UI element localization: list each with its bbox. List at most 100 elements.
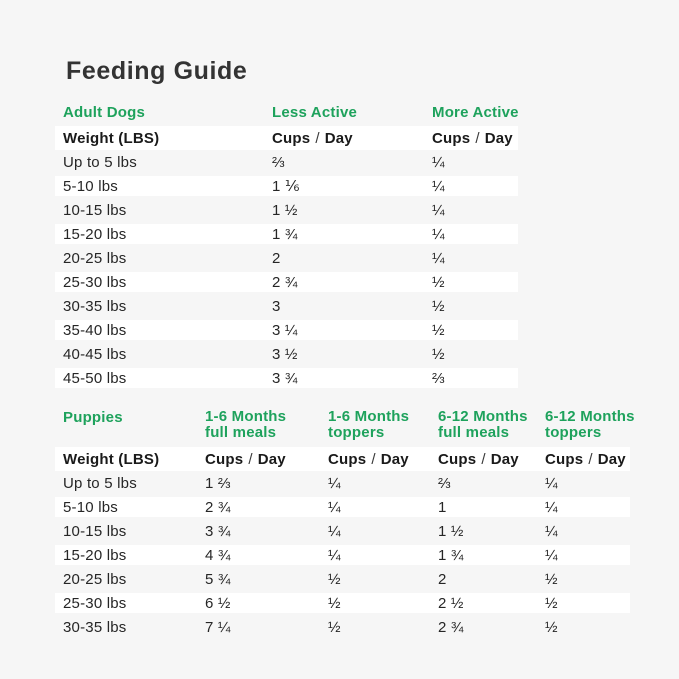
value-cell: ½ xyxy=(545,594,558,612)
table-row: Up to 5 lbs ⅔ ¼ xyxy=(55,150,518,174)
less-active-cell: 3 xyxy=(272,297,281,315)
table-row: 15-20 lbs 4 ¾ ¼ 1 ¾ ¼ xyxy=(55,543,630,567)
adult-column-more-active: More Active xyxy=(432,104,519,121)
weight-cell: 20-25 lbs xyxy=(63,570,127,588)
cups-label: Cups xyxy=(438,450,477,468)
weight-cell: 40-45 lbs xyxy=(63,345,127,363)
table-row: 45-50 lbs 3 ¾ ⅔ xyxy=(55,366,518,390)
slash-label: / xyxy=(371,450,376,468)
cups-label: Cups xyxy=(432,129,471,147)
adult-column-less-active: Less Active xyxy=(272,104,358,121)
value-cell: 7 ¼ xyxy=(205,618,231,636)
less-active-cell: 1 ½ xyxy=(272,201,298,219)
table-row: 25-30 lbs 6 ½ ½ 2 ½ ½ xyxy=(55,591,630,615)
puppies-section-label: Puppies xyxy=(63,409,123,426)
weight-cell: 25-30 lbs xyxy=(63,594,127,612)
less-active-cell: ⅔ xyxy=(272,153,285,171)
weight-cell: 45-50 lbs xyxy=(63,369,127,387)
weight-cell: 5-10 lbs xyxy=(63,177,118,195)
weight-cell: 10-15 lbs xyxy=(63,201,127,219)
more-active-cell: ½ xyxy=(432,345,445,363)
weight-header: Weight (LBS) xyxy=(63,129,160,147)
cups-label: Cups xyxy=(205,450,244,468)
more-active-cell: ⅔ xyxy=(432,369,445,387)
value-cell: 1 ½ xyxy=(438,522,464,540)
weight-cell: 20-25 lbs xyxy=(63,249,127,267)
value-cell: ⅔ xyxy=(438,474,451,492)
column-line1: 1-6 Months xyxy=(205,408,287,425)
puppies-section-header: Puppies 1-6 Months full meals 1-6 Months… xyxy=(55,408,635,441)
more-active-cell: ¼ xyxy=(432,249,445,267)
adult-dogs-section: Adult Dogs Less Active More Active Weigh… xyxy=(0,104,679,390)
table-row: 40-45 lbs 3 ½ ½ xyxy=(55,342,518,366)
less-active-cell: 2 ¾ xyxy=(272,273,298,291)
cups-label: Cups xyxy=(328,450,367,468)
less-active-cell: 3 ¾ xyxy=(272,369,298,387)
value-cell: 5 ¾ xyxy=(205,570,231,588)
day-label: Day xyxy=(257,450,286,468)
value-cell: ¼ xyxy=(545,474,558,492)
table-row: Up to 5 lbs 1 ⅔ ¼ ⅔ ¼ xyxy=(55,471,630,495)
value-cell: ½ xyxy=(328,618,341,636)
less-active-cell: 1 ⅙ xyxy=(272,178,300,195)
value-cell: 6 ½ xyxy=(205,594,231,612)
table-row: 5-10 lbs 1 ⅙ ¼ xyxy=(55,174,518,198)
slash-label: / xyxy=(475,129,480,147)
value-cell: 1 xyxy=(438,498,447,516)
value-cell: ½ xyxy=(545,618,558,636)
cups-day-header: Cups / Day xyxy=(328,451,438,468)
day-label: Day xyxy=(324,129,353,147)
table-row: 25-30 lbs 2 ¾ ½ xyxy=(55,270,518,294)
weight-cell: Up to 5 lbs xyxy=(63,474,137,492)
value-cell: 2 xyxy=(438,570,447,588)
cups-label: Cups xyxy=(272,129,311,147)
weight-cell: 15-20 lbs xyxy=(63,225,127,243)
less-active-cell: 3 ½ xyxy=(272,345,298,363)
puppies-table-header-row: Weight (LBS) Cups / Day Cups / Day Cups / Day … xyxy=(55,447,630,471)
value-cell: ¼ xyxy=(328,498,341,516)
weight-cell: 30-35 lbs xyxy=(63,297,127,315)
weight-cell: 25-30 lbs xyxy=(63,273,127,291)
column-line2: toppers xyxy=(328,424,385,441)
adult-table-header-row: Weight (LBS) Cups / Day Cups / Day xyxy=(55,126,518,150)
adult-table: Weight (LBS) Cups / Day Cups / Day Up to 5 l… xyxy=(55,126,518,390)
value-cell: 4 ¾ xyxy=(205,546,231,564)
more-active-cell: ¼ xyxy=(432,177,445,195)
puppies-column-6-12-toppers: 6-12 Months toppers xyxy=(545,409,635,441)
slash-label: / xyxy=(248,450,253,468)
value-cell: 3 ¾ xyxy=(205,522,231,540)
day-label: Day xyxy=(380,450,409,468)
table-row: 5-10 lbs 2 ¾ ¼ 1 ¼ xyxy=(55,495,630,519)
column-line1: 6-12 Months xyxy=(438,408,528,425)
cups-day-header: Cups / Day xyxy=(432,130,518,147)
weight-cell: 5-10 lbs xyxy=(63,498,118,516)
cups-day-header: Cups / Day xyxy=(438,451,545,468)
table-row: 10-15 lbs 1 ½ ¼ xyxy=(55,198,518,222)
value-cell: ½ xyxy=(328,570,341,588)
day-label: Day xyxy=(484,129,513,147)
value-cell: ½ xyxy=(545,570,558,588)
less-active-cell: 3 ¼ xyxy=(272,321,298,339)
value-cell: ¼ xyxy=(545,522,558,540)
puppies-column-1-6-toppers: 1-6 Months toppers xyxy=(328,409,438,441)
table-row: 15-20 lbs 1 ¾ ¼ xyxy=(55,222,518,246)
value-cell: 2 ¾ xyxy=(438,618,464,636)
weight-cell: 10-15 lbs xyxy=(63,522,127,540)
puppies-table: Weight (LBS) Cups / Day Cups / Day Cups / Day … xyxy=(55,447,630,639)
slash-label: / xyxy=(588,450,593,468)
more-active-cell: ¼ xyxy=(432,153,445,171)
table-row: 10-15 lbs 3 ¾ ¼ 1 ½ ¼ xyxy=(55,519,630,543)
table-row: 30-35 lbs 7 ¼ ½ 2 ¾ ½ xyxy=(55,615,630,639)
less-active-cell: 2 xyxy=(272,249,281,267)
weight-cell: 15-20 lbs xyxy=(63,546,127,564)
weight-header: Weight (LBS) xyxy=(63,450,160,468)
adult-section-header: Adult Dogs Less Active More Active xyxy=(55,104,518,122)
weight-cell: Up to 5 lbs xyxy=(63,153,137,171)
cups-day-header: Cups / Day xyxy=(272,130,432,147)
puppies-column-1-6-full-meals: 1-6 Months full meals xyxy=(205,409,328,441)
weight-cell: 30-35 lbs xyxy=(63,618,127,636)
value-cell: ¼ xyxy=(545,498,558,516)
table-row: 35-40 lbs 3 ¼ ½ xyxy=(55,318,518,342)
value-cell: ¼ xyxy=(328,546,341,564)
less-active-cell: 1 ¾ xyxy=(272,225,298,243)
